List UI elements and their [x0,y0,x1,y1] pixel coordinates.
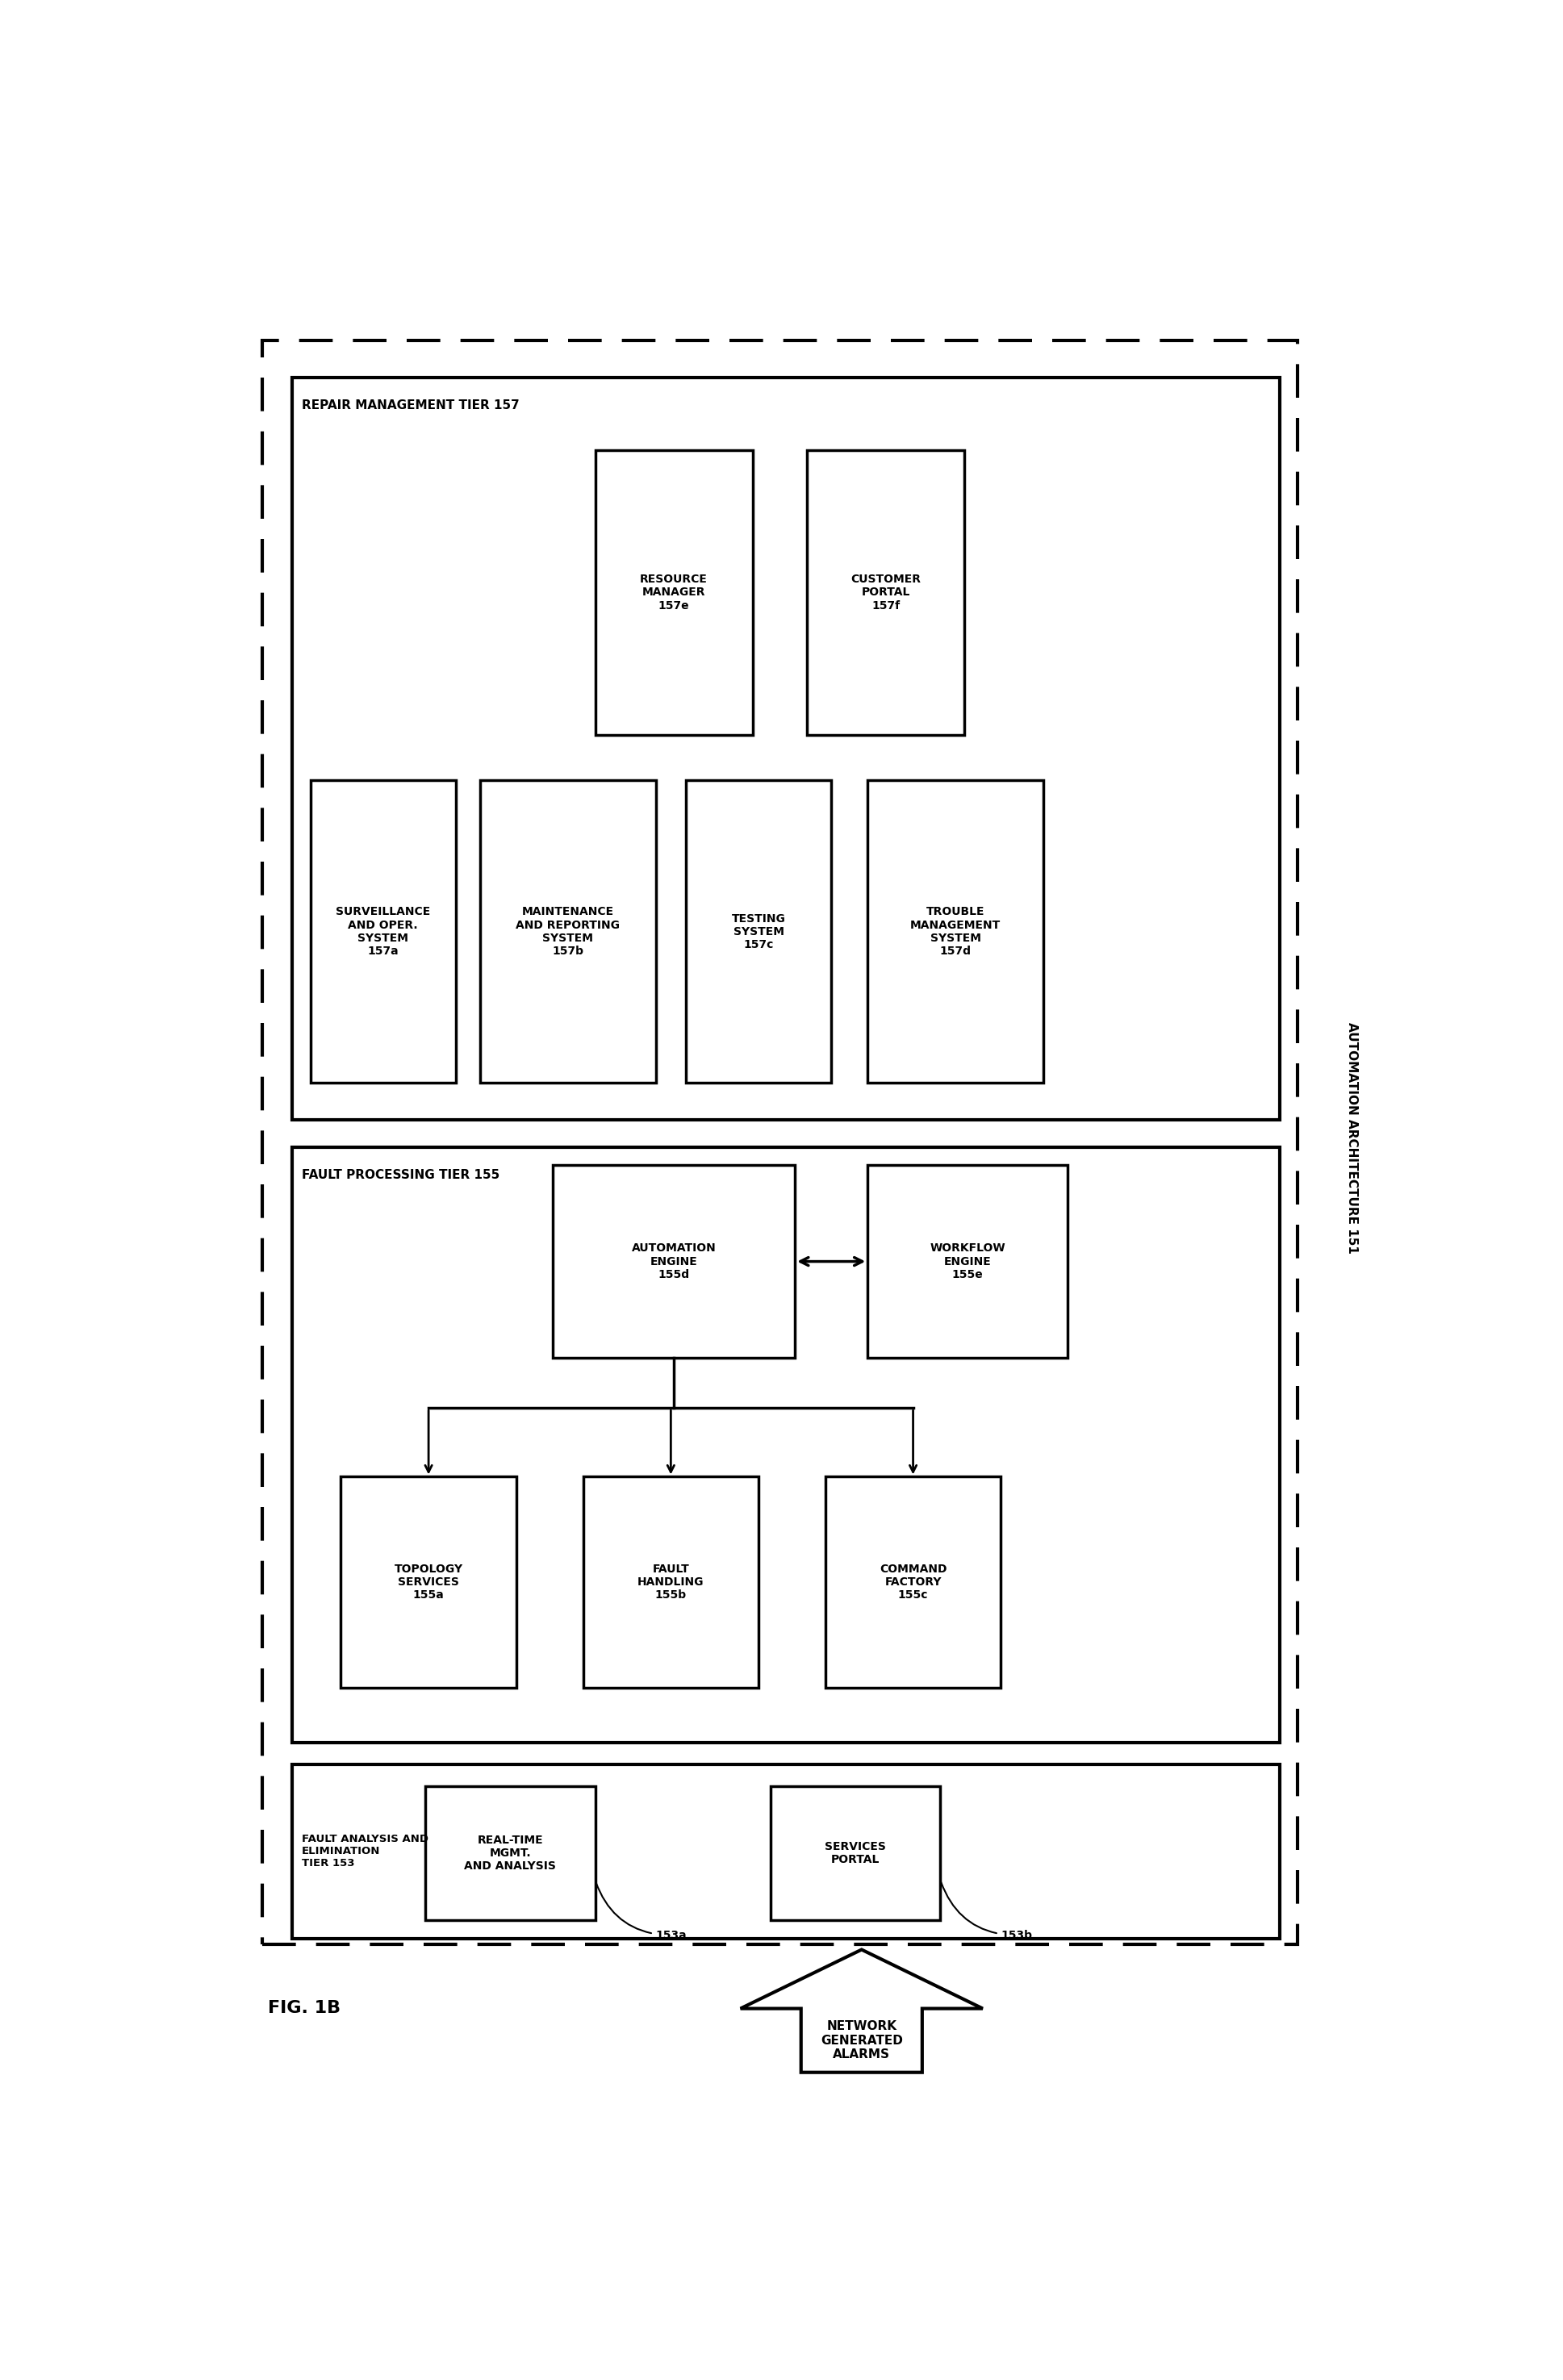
Bar [807,450,964,735]
Bar [425,1787,596,1921]
Polygon shape [741,1949,983,2073]
Bar [263,340,1297,1944]
Bar [596,450,753,735]
Text: RESOURCE
MANAGER
157e: RESOURCE MANAGER 157e [639,574,708,612]
Bar [480,781,656,1083]
Text: SURVEILLANCE
AND OPER.
SYSTEM
157a: SURVEILLANCE AND OPER. SYSTEM 157a [336,907,430,957]
Text: 153a: 153a [596,1883,686,1942]
Bar [867,781,1044,1083]
Bar [771,1787,941,1921]
Text: FAULT PROCESSING TIER 155: FAULT PROCESSING TIER 155 [302,1169,500,1180]
Text: FIG. 1B: FIG. 1B [269,1999,341,2016]
Text: TOPOLOGY
SERVICES
155a: TOPOLOGY SERVICES 155a [394,1564,463,1602]
Text: TROUBLE
MANAGEMENT
SYSTEM
157d: TROUBLE MANAGEMENT SYSTEM 157d [910,907,1000,957]
Text: WORKFLOW
ENGINE
155e: WORKFLOW ENGINE 155e [930,1242,1005,1280]
Text: TESTING
SYSTEM
157c: TESTING SYSTEM 157c [731,914,786,950]
Text: AUTOMATION ARCHITECTURE 151: AUTOMATION ARCHITECTURE 151 [1346,1021,1358,1254]
Text: CUSTOMER
PORTAL
157f: CUSTOMER PORTAL 157f [850,574,921,612]
Bar [292,376,1280,1119]
Bar [686,781,832,1083]
Bar [867,1166,1068,1357]
Text: COMMAND
FACTORY
155c: COMMAND FACTORY 155c [880,1564,947,1602]
Text: NETWORK
GENERATED
ALARMS: NETWORK GENERATED ALARMS [821,2021,903,2061]
Bar [292,1147,1280,1742]
Text: REPAIR MANAGEMENT TIER 157: REPAIR MANAGEMENT TIER 157 [302,400,519,412]
Bar [341,1476,516,1687]
Bar [311,781,456,1083]
Text: MAINTENANCE
AND REPORTING
SYSTEM
157b: MAINTENANCE AND REPORTING SYSTEM 157b [516,907,621,957]
Text: 153b: 153b [941,1883,1033,1942]
Bar [825,1476,1000,1687]
Text: SERVICES
PORTAL: SERVICES PORTAL [825,1842,886,1866]
Bar [292,1764,1280,1940]
Bar [553,1166,796,1357]
Bar [583,1476,758,1687]
Text: FAULT
HANDLING
155b: FAULT HANDLING 155b [638,1564,703,1602]
Text: FAULT ANALYSIS AND
ELIMINATION
TIER 153: FAULT ANALYSIS AND ELIMINATION TIER 153 [302,1835,428,1868]
Text: AUTOMATION
ENGINE
155d: AUTOMATION ENGINE 155d [631,1242,716,1280]
Text: REAL-TIME
MGMT.
AND ANALYSIS: REAL-TIME MGMT. AND ANALYSIS [464,1835,556,1873]
